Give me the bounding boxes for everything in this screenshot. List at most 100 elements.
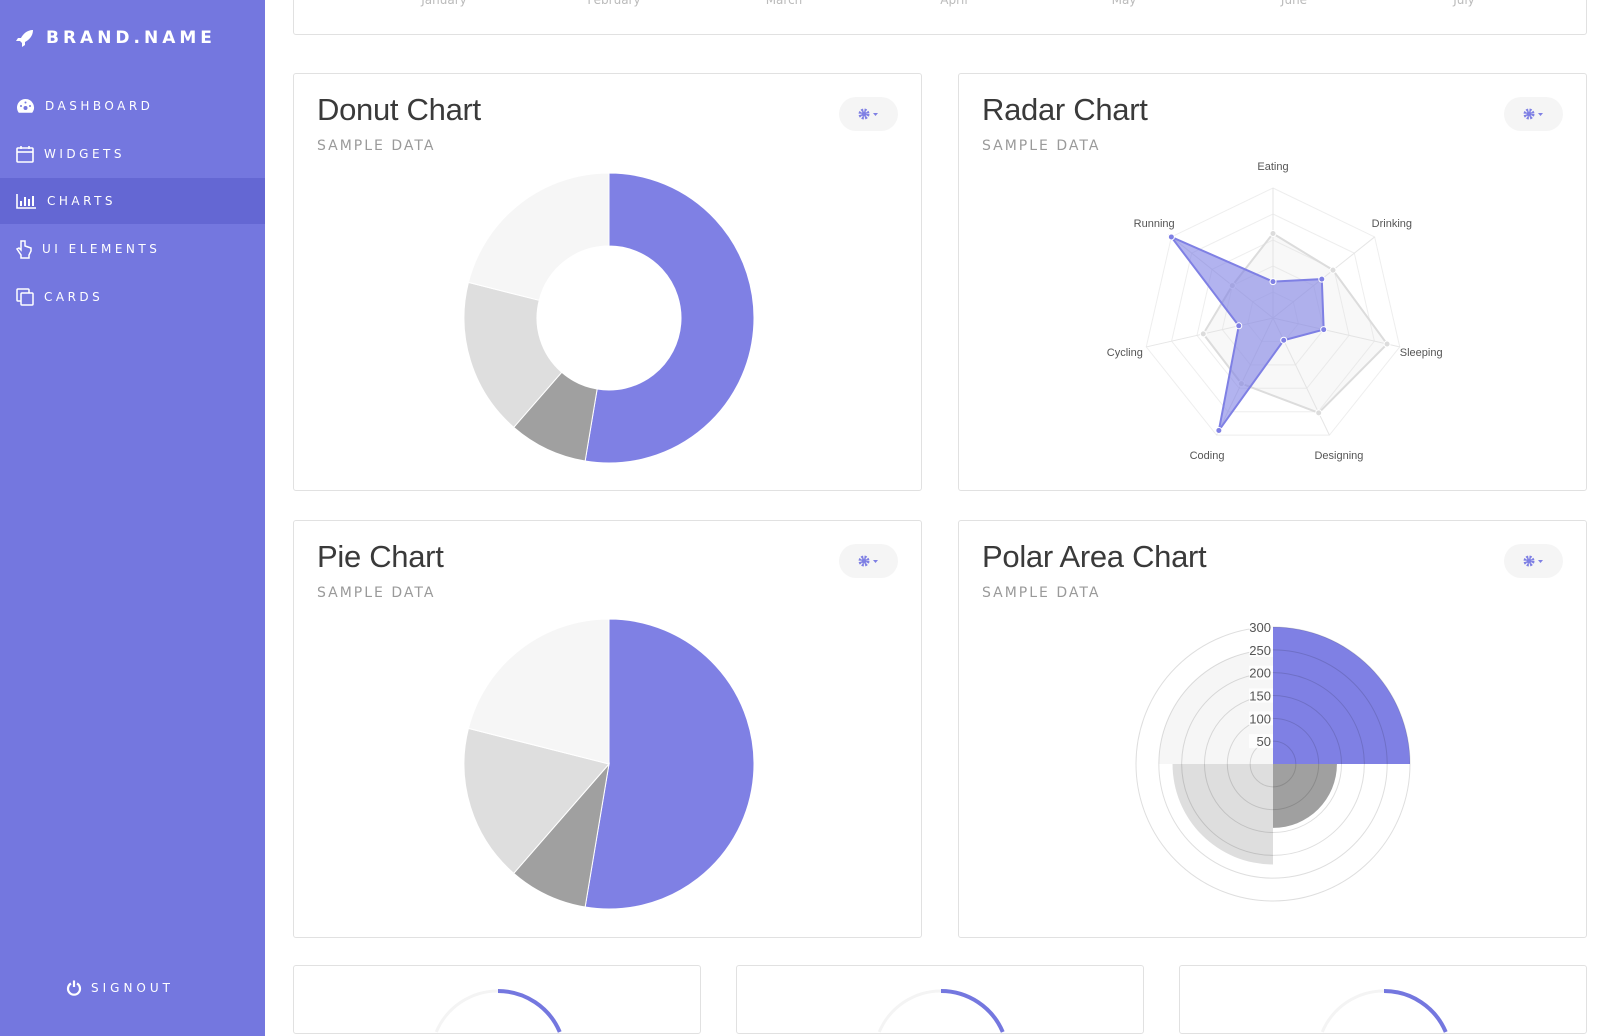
tick-backdrop [1249, 711, 1273, 726]
radar-point [1235, 322, 1243, 330]
polar-tick-label: 250 [1249, 643, 1271, 658]
signout-label: SIGNOUT [91, 981, 174, 995]
x-tick-label: July [1453, 0, 1475, 7]
sidebar-item-ui-elements[interactable]: UI ELEMENTS [0, 226, 265, 272]
slice [467, 172, 610, 301]
chart-canvas [463, 172, 755, 464]
polar-tick-label: 150 [1249, 689, 1271, 704]
settings-dropdown-button[interactable] [839, 544, 898, 578]
rocket-icon [16, 30, 33, 47]
radar-label: Coding [1190, 450, 1225, 462]
tick-backdrop [1249, 642, 1273, 657]
sidebar-item-charts[interactable]: CHARTS [0, 178, 265, 224]
power-icon [66, 980, 82, 996]
sidebar-item-label: CHARTS [47, 194, 117, 208]
clone-icon [16, 288, 34, 306]
gear-icon [858, 555, 878, 567]
radar-point [1167, 233, 1175, 241]
card-title: Donut Chart [317, 92, 481, 127]
card-subtitle: SAMPLE DATA [317, 585, 436, 601]
polar-tick-label: 200 [1249, 666, 1271, 681]
radar-grid-ring [1171, 213, 1375, 413]
radar-label: Eating [1257, 161, 1288, 173]
polar-tick-label: 100 [1249, 711, 1271, 726]
radar-point [1269, 230, 1277, 237]
sidebar-item-cards[interactable]: CARDS [0, 274, 265, 320]
radar-series-area [1168, 234, 1325, 432]
settings-dropdown-button[interactable] [839, 97, 898, 131]
hand-pointer-icon [16, 239, 32, 259]
sidebar-item-widgets[interactable]: WIDGETS [0, 131, 265, 177]
settings-dropdown-button[interactable] [1504, 97, 1563, 131]
sidebar-item-label: DASHBOARD [45, 99, 154, 113]
x-tick-label: May [1111, 0, 1137, 7]
radar-point [1280, 336, 1288, 344]
x-tick-label: March [765, 0, 803, 7]
line-chart-card: January February March April May June July [293, 0, 1587, 35]
slice [463, 727, 610, 875]
chart-canvas [434, 989, 562, 1033]
sidebar: BRAND.NAME DASHBOARD WIDGETS CHARTS UI E… [0, 0, 265, 1036]
sidebar-item-label: CARDS [44, 290, 104, 304]
radar-label: Sleeping [1400, 347, 1443, 359]
x-tick-label: June [1280, 0, 1308, 7]
chart-canvas [877, 989, 1005, 1033]
card-subtitle: SAMPLE DATA [317, 138, 436, 154]
settings-dropdown-button[interactable] [1504, 544, 1563, 578]
card-title: Polar Area Chart [982, 539, 1207, 574]
brand-name: BRAND.NAME [46, 28, 216, 48]
radar-grid-ring [1145, 187, 1401, 436]
donut-chart-card: Donut Chart SAMPLE DATA [293, 73, 922, 491]
gauge-card [1179, 965, 1587, 1034]
gauge-track [1320, 989, 1448, 1033]
calendar-icon [16, 146, 34, 163]
sidebar-item-label: UI ELEMENTS [42, 242, 161, 256]
chart-canvas: 50 100 150 200 250 300 [1135, 620, 1411, 902]
radar-point [1318, 275, 1326, 283]
gauge-track [434, 989, 562, 1033]
gear-icon [1523, 555, 1543, 567]
radar-point [1315, 409, 1323, 417]
gauge-progress-arc [940, 989, 1005, 1033]
radar-label: Cycling [1107, 347, 1143, 359]
x-tick-label: April [940, 0, 968, 7]
polar-area-chart-card: Polar Area Chart SAMPLE DATA 50 100 150 200… [958, 520, 1587, 938]
gauge-card [293, 965, 701, 1034]
radar-point [1320, 326, 1328, 334]
slice [584, 172, 755, 464]
card-subtitle: SAMPLE DATA [982, 585, 1101, 601]
polar-segment [1273, 627, 1410, 764]
sidebar-item-label: WIDGETS [44, 147, 125, 161]
gauge-track [877, 989, 1005, 1033]
polar-tick-label: 300 [1249, 620, 1271, 635]
dashboard-icon [17, 99, 34, 113]
radar-point [1215, 426, 1223, 434]
slice [467, 618, 610, 765]
polar-segment [1158, 649, 1273, 764]
sidebar-item-dashboard[interactable]: DASHBOARD [0, 83, 265, 129]
radar-label: Running [1134, 218, 1175, 230]
gear-icon [858, 108, 878, 120]
brand-logo[interactable]: BRAND.NAME [16, 28, 216, 48]
gear-icon [1523, 108, 1543, 120]
card-subtitle: SAMPLE DATA [982, 138, 1101, 154]
x-tick-label: January [421, 0, 467, 7]
chart-canvas: Eating Drinking Sleeping Designing Coding Cyc… [1107, 161, 1443, 462]
gauge-card [736, 965, 1144, 1034]
tick-backdrop [1249, 734, 1273, 749]
tick-backdrop [1249, 665, 1273, 680]
bar-chart-icon [16, 194, 36, 209]
chart-canvas [463, 618, 755, 910]
card-title: Radar Chart [982, 92, 1148, 127]
pie-chart-card: Pie Chart SAMPLE DATA [293, 520, 922, 938]
slice [584, 618, 755, 910]
radar-point [1329, 266, 1337, 274]
polar-segment [1273, 764, 1337, 828]
chart-canvas [1320, 989, 1448, 1033]
gauge-progress-arc [497, 989, 562, 1033]
radar-point [1383, 340, 1391, 348]
tick-backdrop [1249, 620, 1273, 634]
card-title: Pie Chart [317, 539, 444, 574]
radar-point [1199, 330, 1207, 338]
signout-button[interactable]: SIGNOUT [66, 980, 174, 996]
